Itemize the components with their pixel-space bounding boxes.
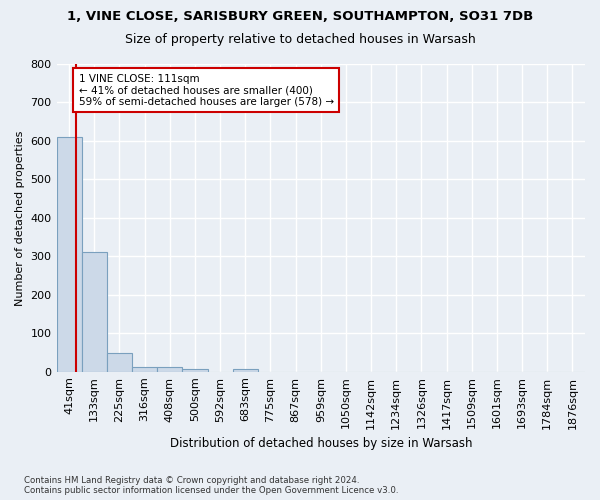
Bar: [182, 368, 208, 372]
Bar: [82, 252, 107, 372]
X-axis label: Distribution of detached houses by size in Warsash: Distribution of detached houses by size …: [170, 437, 472, 450]
Y-axis label: Number of detached properties: Number of detached properties: [15, 130, 25, 306]
Bar: [132, 367, 157, 372]
Bar: [157, 367, 182, 372]
Text: Contains HM Land Registry data © Crown copyright and database right 2024.
Contai: Contains HM Land Registry data © Crown c…: [24, 476, 398, 495]
Text: Size of property relative to detached houses in Warsash: Size of property relative to detached ho…: [125, 32, 475, 46]
Bar: [233, 369, 258, 372]
Text: 1, VINE CLOSE, SARISBURY GREEN, SOUTHAMPTON, SO31 7DB: 1, VINE CLOSE, SARISBURY GREEN, SOUTHAMP…: [67, 10, 533, 23]
Text: 1 VINE CLOSE: 111sqm
← 41% of detached houses are smaller (400)
59% of semi-deta: 1 VINE CLOSE: 111sqm ← 41% of detached h…: [79, 74, 334, 107]
Bar: [56, 137, 82, 372]
Bar: [107, 353, 132, 372]
